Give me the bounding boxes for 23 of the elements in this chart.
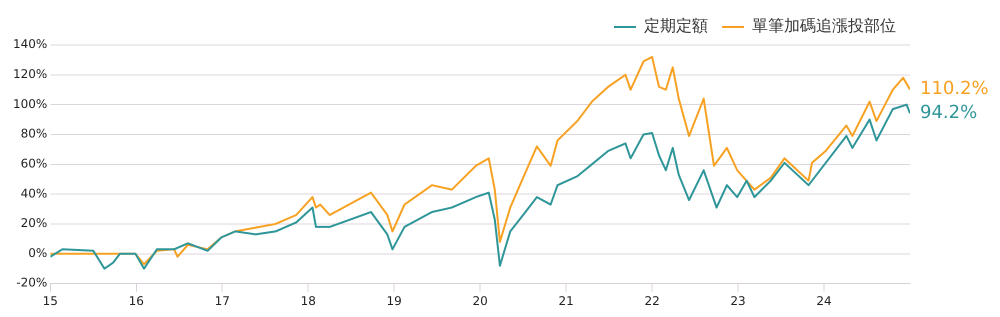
y-tick-label: 140% (12, 37, 48, 52)
annotation: 94.2% (920, 102, 978, 123)
x-tick-label: 18 (300, 294, 316, 308)
y-tick-label: 0% (28, 246, 48, 260)
y-tick-label: 40% (20, 186, 48, 200)
y-tick-label: 80% (20, 126, 48, 141)
legend-label: 定期定額 (644, 16, 708, 36)
x-tick-label: 24 (816, 294, 832, 308)
x-tick-label: 20 (472, 294, 488, 308)
x-tick-label: 22 (644, 294, 660, 308)
y-tick-label: 120% (12, 66, 48, 81)
x-tick-label: 21 (558, 294, 574, 308)
legend-label: 單筆加碼追漲投部位 (752, 16, 896, 36)
x-tick-label: 23 (730, 294, 746, 308)
x-tick-label: 15 (42, 294, 58, 308)
y-tick-label: 100% (12, 96, 48, 111)
y-tick-label: 20% (20, 216, 48, 230)
x-tick-label: 16 (128, 294, 144, 308)
y-tick-label: -20% (16, 276, 48, 290)
annotation: 110.2% (920, 78, 989, 100)
x-tick-label: 19 (386, 294, 402, 308)
y-tick-label: 60% (20, 156, 48, 170)
x-tick-label: 17 (214, 294, 230, 308)
